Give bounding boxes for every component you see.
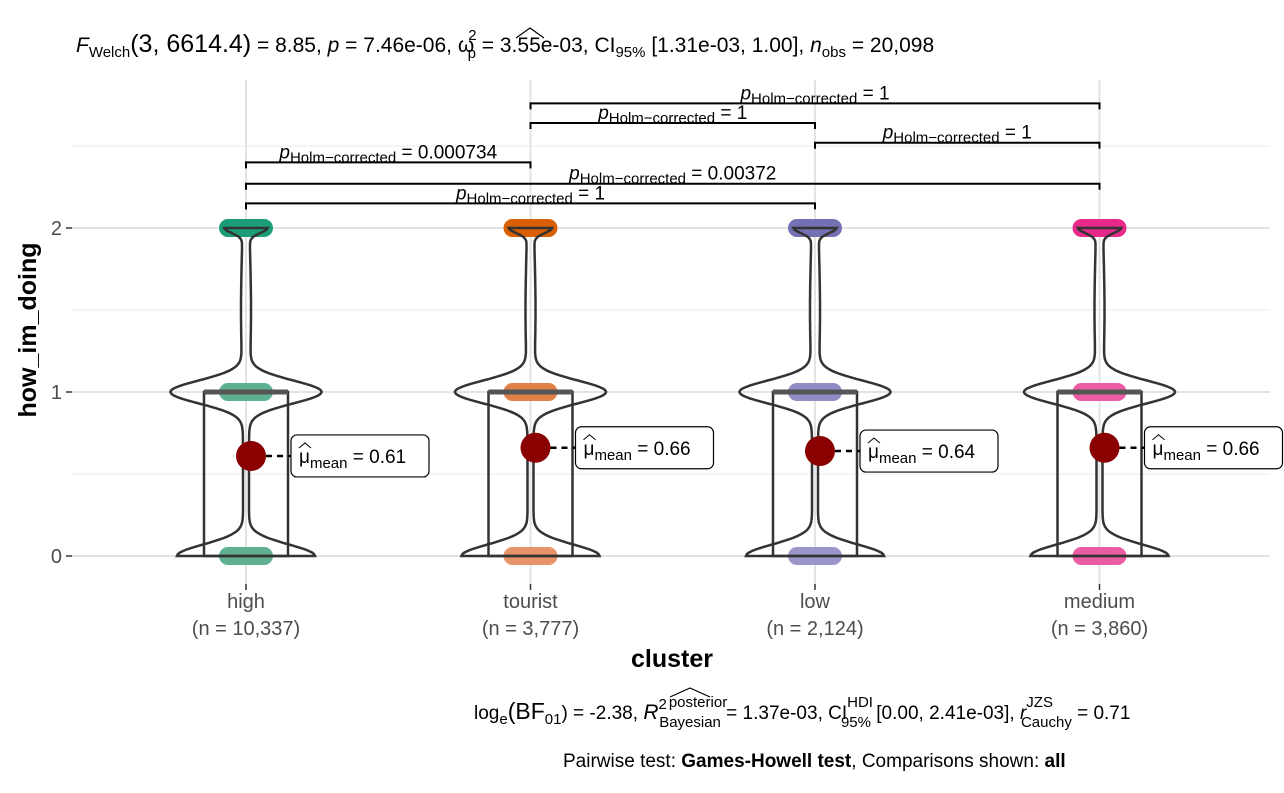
x-tick-label: medium xyxy=(1064,591,1135,613)
mean-point xyxy=(1089,432,1120,463)
pairwise-bracket xyxy=(245,202,816,210)
x-tick-label: low xyxy=(800,591,831,613)
x-tick-label: high xyxy=(227,591,265,613)
mean-label: μmean = 0.66 xyxy=(1153,439,1260,464)
pairwise-bracket xyxy=(245,161,532,169)
y-tick-label: 1 xyxy=(51,382,62,404)
pairwise-label: pHolm−corrected = 0.00372 xyxy=(568,164,776,188)
pairwise-label: pHolm−corrected = 1 xyxy=(455,183,605,207)
mean-label-box xyxy=(574,426,715,470)
mean-point xyxy=(236,440,266,471)
pairwise-label: pHolm−corrected = 1 xyxy=(882,123,1032,147)
pairwise-bracket xyxy=(814,141,1101,149)
mean-label: μmean = 0.61 xyxy=(299,447,406,472)
mean-label: μmean = 0.66 xyxy=(584,439,691,464)
mean-label: μmean = 0.64 xyxy=(868,442,976,467)
chart-title: FWelch(3, 6614.4) = 8.85, p = 7.46e-06, … xyxy=(76,27,934,62)
data-layer: μmean = 0.61 μmean = 0.66 μmean = 0.64 μmea… xyxy=(169,219,1284,565)
mean-label-box xyxy=(859,429,999,473)
pairwise-bracket xyxy=(245,182,1101,190)
pairwise-label: pHolm−corrected = 1 xyxy=(739,83,889,107)
pairwise-footer: Pairwise test: Games-Howell test, Compar… xyxy=(563,751,1066,772)
x-tick-n-label: (n = 3,777) xyxy=(482,618,579,640)
x-axis-title: cluster xyxy=(631,645,713,673)
mean-point xyxy=(520,432,551,463)
mean-label-box xyxy=(1143,426,1284,470)
omega-hat-icon xyxy=(515,27,545,39)
pairwise-label: pHolm−corrected = 0.000734 xyxy=(278,142,497,166)
x-tick-label: tourist xyxy=(503,591,558,613)
mean-point xyxy=(805,436,835,467)
y-axis-title: how_im_doing xyxy=(14,243,42,418)
mu-hat-icon xyxy=(583,434,596,441)
x-tick-n-label: (n = 10,337) xyxy=(192,618,300,640)
r2-hat-icon xyxy=(669,687,711,698)
mu-hat-icon xyxy=(298,442,312,449)
x-tick-n-label: (n = 3,860) xyxy=(1051,618,1148,640)
pairwise-bracket xyxy=(529,122,816,130)
bayes-caption: loge(BF01) = -2.38, R2 posterior Bayesian … xyxy=(474,694,1130,731)
axis-layer: 0 1 2 high (n = 10,337) tourist (n = 3,777) low… xyxy=(51,218,1148,640)
x-tick-n-label: (n = 2,124) xyxy=(766,618,863,640)
y-tick-label: 2 xyxy=(51,218,62,240)
mu-hat-icon xyxy=(1152,434,1165,441)
pairwise-label: pHolm−corrected = 1 xyxy=(597,103,747,127)
pairwise-layer: pHolm−corrected = 0.000734 pHolm−correcte… xyxy=(245,83,1101,210)
y-tick-label: 0 xyxy=(51,546,62,568)
mu-hat-icon xyxy=(867,437,881,444)
pairwise-bracket xyxy=(529,102,1101,110)
mean-label-box xyxy=(290,434,430,478)
